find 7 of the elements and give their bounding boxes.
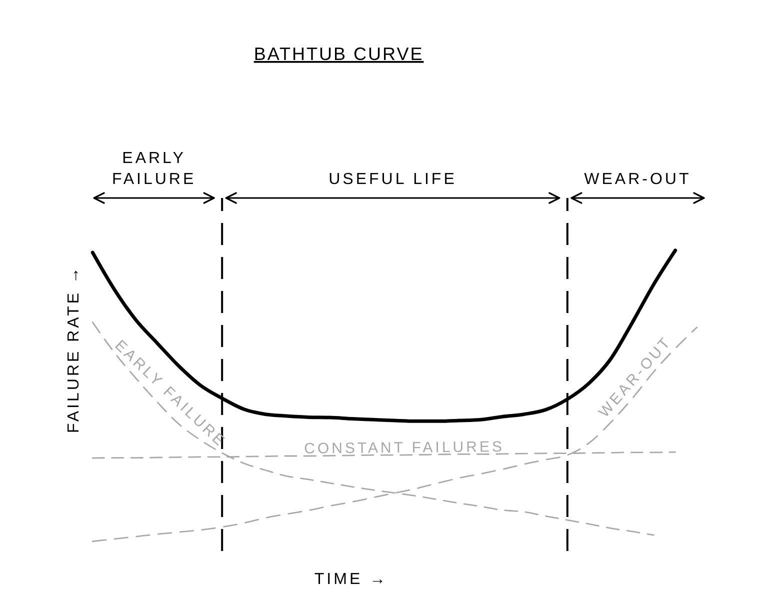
- series-label: CONSTANT FAILURES: [304, 438, 505, 458]
- chart-title: BATHTUB CURVE: [254, 44, 424, 64]
- text: WEAR-OUT: [584, 171, 692, 188]
- x-axis-title: TIME →: [314, 571, 388, 588]
- text: EARLY FAILURE: [112, 150, 196, 188]
- y-axis-title: FAILURE RATE →: [66, 264, 82, 434]
- text: USEFUL LIFE: [328, 171, 457, 188]
